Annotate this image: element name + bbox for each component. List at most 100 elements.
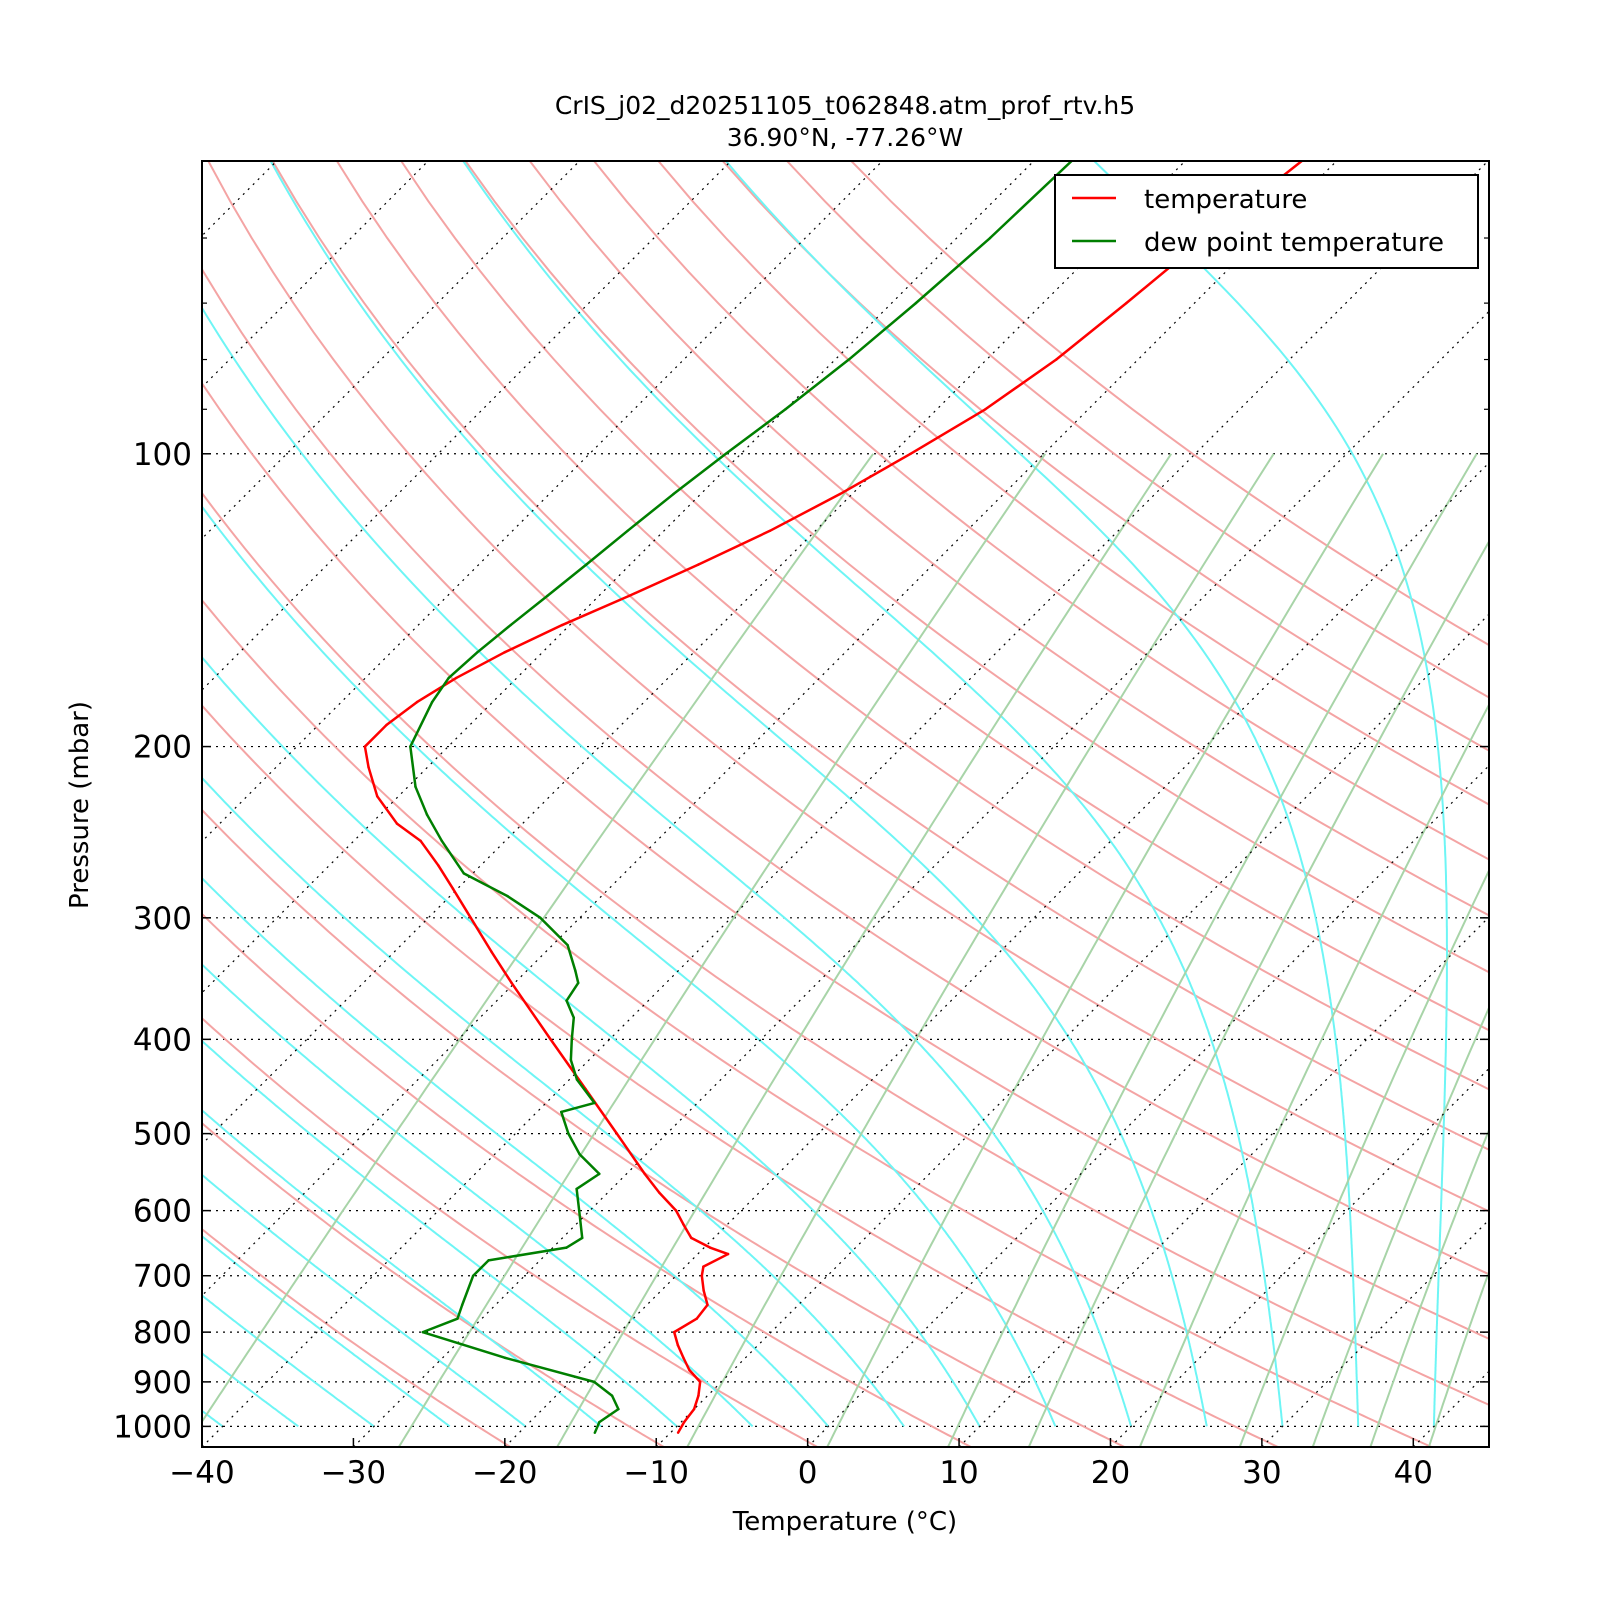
- dew-point-temperature-segment: [440, 839, 466, 875]
- dry-adiabat: [271, 161, 1489, 1151]
- temperature-segment: [560, 594, 631, 627]
- dew-point-temperature-segment: [598, 1407, 620, 1424]
- temperature-segment: [437, 864, 455, 890]
- temperature-segment: [700, 1274, 705, 1292]
- dew-point-temperature-segment: [560, 1101, 596, 1114]
- moist-adiabats: [202, 161, 1448, 1428]
- moist-adiabat: [202, 1234, 451, 1428]
- dry-adiabat: [202, 267, 1489, 1276]
- dry-adiabat: [202, 808, 1125, 1447]
- dew-point-temperature-segment: [584, 529, 629, 566]
- dew-point-temperature-segment: [566, 943, 577, 972]
- dew-point-temperature-segment: [575, 1172, 601, 1191]
- temperature-segment: [385, 700, 419, 727]
- x-tick-label: 20: [1091, 1455, 1130, 1491]
- moist-adiabat: [202, 1039, 678, 1428]
- x-tick-label: 40: [1394, 1455, 1433, 1491]
- temperature-segment: [700, 1265, 705, 1277]
- dew-point-temperature-segment: [577, 1209, 584, 1240]
- dry-adiabat: [202, 912, 972, 1447]
- pressure-axis: 100 200 300 400 500 600 700 800 900 1000: [113, 160, 1489, 1445]
- x-tick-label: 10: [939, 1455, 978, 1491]
- moist-adiabat: [202, 876, 830, 1428]
- moist-adiabat: [202, 306, 1133, 1427]
- dew-point-temperature-segment: [575, 1187, 581, 1212]
- series-dew-point-temperature: [409, 161, 1073, 1434]
- moist-adiabat: [202, 1409, 224, 1428]
- temperature-segment: [615, 1132, 646, 1176]
- isotherm-gridline: [1110, 1067, 1489, 1447]
- isotherm-gridline: [1565, 161, 1600, 1447]
- dew-point-temperature-segment: [575, 1078, 596, 1105]
- dry-adiabat: [464, 161, 1489, 974]
- mixing-ratio-line: [1369, 1127, 1489, 1447]
- temperature-segment: [419, 839, 440, 867]
- dew-point-temperature-segment: [409, 700, 434, 748]
- dew-point-temperature-segment: [476, 623, 512, 654]
- dry-adiabat: [202, 1227, 511, 1447]
- dew-point-temperature-segment: [567, 1132, 581, 1156]
- temperature-segment: [984, 358, 1058, 411]
- dew-point-temperature-segment: [447, 651, 479, 680]
- temperature-segment: [627, 563, 700, 598]
- chart-subtitle: 36.90°N, -77.26°W: [727, 123, 963, 152]
- dew-point-temperature-segment: [847, 301, 918, 361]
- dew-point-temperature-segment: [578, 1152, 601, 1176]
- dry-adiabat: [400, 161, 1489, 1032]
- isotherm-gridlines: [202, 161, 1600, 1447]
- dry-adiabat: [202, 598, 1432, 1447]
- dry-adiabat: [202, 1016, 818, 1447]
- mixing-ratio-line: [1311, 1005, 1489, 1447]
- moist-adiabat: [202, 963, 754, 1428]
- temperature-segment: [697, 529, 772, 566]
- legend-label-temperature: temperature: [1144, 185, 1307, 215]
- temperature-segment: [768, 492, 842, 533]
- legend-box: [1054, 174, 1479, 269]
- moist-adiabat: [202, 776, 905, 1427]
- moist-adiabat: [202, 505, 1057, 1427]
- dry-adiabat: [593, 161, 1489, 861]
- mixing-ratio-line: [1027, 539, 1489, 1447]
- dew-point-temperature-segment: [626, 492, 675, 533]
- dry-adiabat: [202, 1121, 665, 1447]
- temperature-segment: [676, 1420, 686, 1434]
- dew-point-temperature-segment: [409, 745, 417, 789]
- dew-point-temperature-segment: [570, 1016, 576, 1041]
- temperature-segment: [682, 1356, 691, 1372]
- dry-adiabat: [207, 161, 1489, 1213]
- y-tick-label: 1000: [113, 1409, 192, 1445]
- mixing-ratio-line: [1427, 1269, 1489, 1447]
- x-tick-label: 30: [1242, 1455, 1281, 1491]
- dew-point-temperature-segment: [574, 969, 580, 985]
- temperature-segment: [395, 822, 422, 843]
- dry-adiabat: [657, 161, 1489, 806]
- temperature-segment: [692, 1394, 700, 1411]
- temperature-segment: [510, 981, 552, 1041]
- temperature-segment: [503, 623, 564, 654]
- isotherm-gridline: [352, 310, 1489, 1447]
- dew-point-temperature-segment: [456, 1303, 464, 1320]
- dew-point-temperature-segment: [509, 594, 549, 627]
- temperature-segment: [363, 745, 370, 769]
- dew-point-temperature-segment: [593, 1420, 601, 1434]
- y-tick-label: 800: [133, 1315, 192, 1351]
- y-tick-label: 200: [133, 730, 192, 766]
- temperature-segment: [672, 1330, 680, 1347]
- temperature-segment: [674, 1209, 685, 1226]
- dew-point-temperature-segment: [784, 358, 851, 411]
- moist-adiabat: [1093, 161, 1448, 1427]
- temperature-segment: [695, 1303, 709, 1320]
- moist-adiabat: [202, 1294, 375, 1428]
- dry-adiabat: [202, 381, 1489, 1340]
- dry-adiabat: [529, 161, 1489, 917]
- mixing-ratio-line: [947, 453, 1478, 1447]
- dew-point-temperature-segment: [988, 161, 1073, 240]
- temperature-segment: [1055, 301, 1128, 361]
- temperature-segment: [682, 1223, 693, 1240]
- x-tick-label: 0: [798, 1455, 818, 1491]
- dew-point-temperature-segment: [724, 408, 787, 456]
- moist-adiabat: [725, 161, 1360, 1427]
- temperature-segment: [909, 408, 987, 456]
- dew-point-temperature-segment: [471, 1259, 490, 1277]
